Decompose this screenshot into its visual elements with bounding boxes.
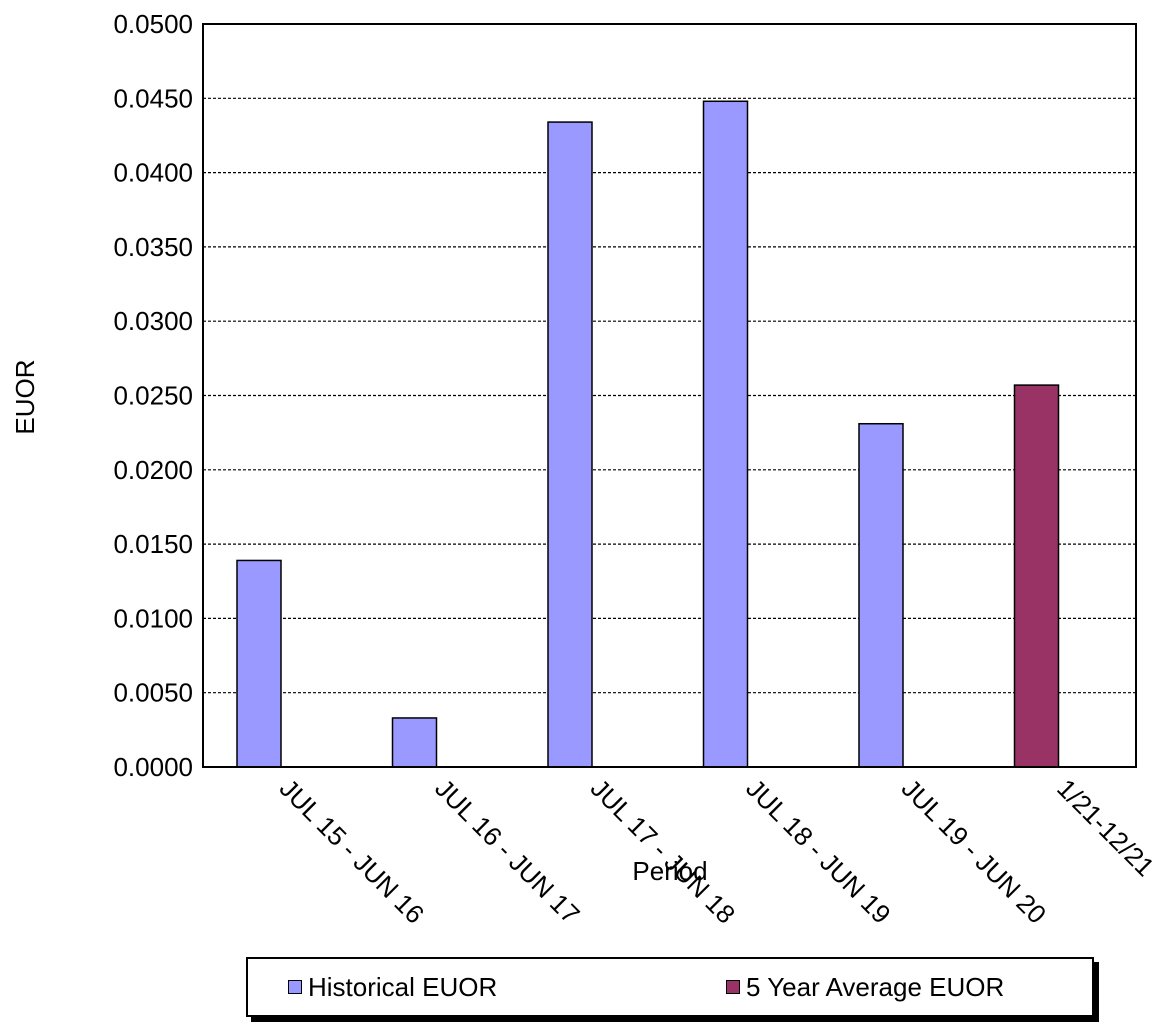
x-tick-label: JUL 16 - JUN 17 [429, 773, 585, 929]
legend-label-average: 5 Year Average EUOR [746, 971, 1005, 1002]
legend-swatch-historical [288, 980, 302, 994]
bar-historical [391, 717, 438, 768]
legend-item-average: 5 Year Average EUOR [726, 959, 1004, 1015]
legend: Historical EUOR 5 Year Average EUOR [246, 957, 1094, 1017]
y-tick-label: 0.0250 [113, 381, 193, 411]
x-tick-label: JUL 17 - JUN 18 [585, 773, 741, 929]
bars [236, 100, 1060, 768]
bar-historical [547, 121, 593, 768]
y-axis-label: EUOR [10, 359, 40, 434]
y-tick-label: 0.0450 [113, 83, 193, 113]
y-tick-label: 0.0000 [113, 752, 193, 782]
y-tick-label: 0.0200 [113, 455, 193, 485]
bar-historical [236, 559, 282, 768]
x-axis-tick-labels: JUL 15 - JUN 16 JUL 16 - JUN 17 JUL 17 - J… [274, 773, 1161, 929]
y-tick-label: 0.0350 [113, 232, 193, 262]
x-tick-label: 1/21-12/21 [1051, 773, 1160, 882]
y-tick-label: 0.0150 [113, 529, 193, 559]
bar-average [1013, 384, 1060, 768]
legend-swatch-average [726, 980, 740, 994]
legend-label-historical: Historical EUOR [308, 971, 498, 1002]
x-axis-label: Period [632, 856, 707, 886]
y-tick-label: 0.0300 [113, 306, 193, 336]
y-tick-label: 0.0500 [113, 9, 193, 39]
x-tick-label: JUL 19 - JUN 20 [896, 773, 1052, 929]
y-tick-label: 0.0100 [113, 603, 193, 633]
plot-area-border [202, 23, 1137, 768]
y-tick-label: 0.0050 [113, 678, 193, 708]
bar-chart: 0.0000 0.0050 0.0100 0.0150 0.0200 0.0250 0.03… [10, 9, 1161, 929]
x-tick-label: JUL 15 - JUN 16 [274, 773, 430, 929]
bar-historical [858, 422, 904, 768]
bar-historical [702, 100, 749, 768]
y-axis-tick-labels: 0.0000 0.0050 0.0100 0.0150 0.0200 0.0250 0.03… [113, 9, 193, 782]
grid-lines [203, 97, 1136, 694]
legend-item-historical: Historical EUOR [288, 959, 497, 1015]
y-tick-label: 0.0400 [113, 158, 193, 188]
x-tick-label: JUL 18 - JUN 19 [740, 773, 896, 929]
